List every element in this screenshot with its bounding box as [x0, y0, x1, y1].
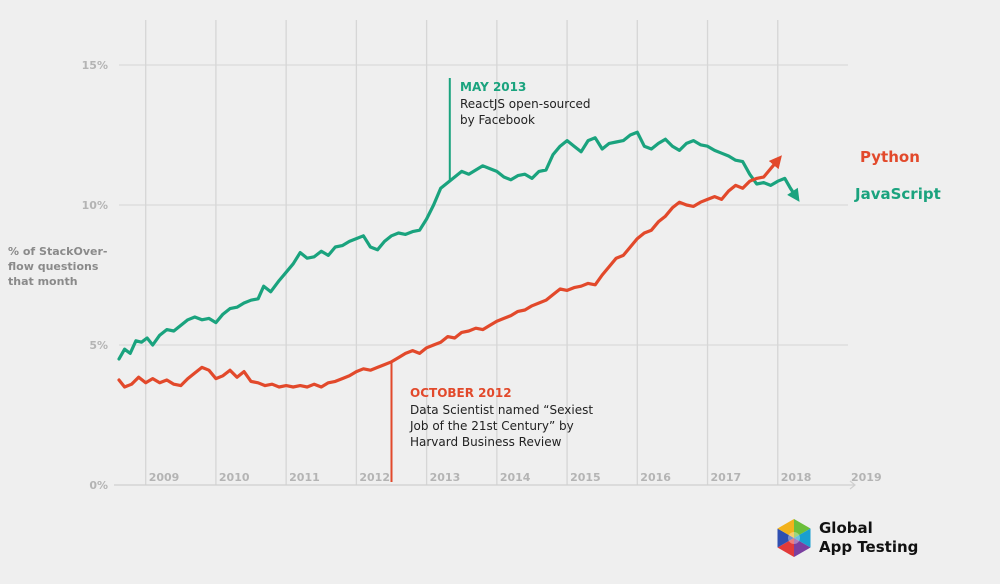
x-tick-label: 2019 [851, 471, 882, 484]
annotation-may2013-line-2: by Facebook [460, 113, 535, 127]
x-tick-label: 2018 [781, 471, 812, 484]
grid-layer [114, 20, 856, 490]
y-axis-label-line-1: % of StackOver- [8, 245, 107, 258]
logo-mark-icon [777, 519, 811, 557]
global-app-testing-logo: Global App Testing [777, 519, 918, 557]
annotation-oct2012-line-1: Data Scientist named “Sexiest [410, 403, 593, 417]
series-label-javascript: JavaScript [854, 185, 941, 203]
y-axis-label-line-3: that month [8, 275, 78, 288]
logo-text-line-2: App Testing [819, 538, 918, 556]
x-tick-label: 2013 [430, 471, 461, 484]
annotation-may2013-line-1: ReactJS open-sourced [460, 97, 591, 111]
logo-text-line-1: Global [819, 519, 873, 537]
x-axis-arrow [849, 480, 856, 490]
series-line-python [117, 155, 782, 389]
x-tick-label: 2012 [359, 471, 390, 484]
y-tick-label: 15% [82, 59, 108, 72]
x-tick-label: 2010 [219, 471, 250, 484]
y-tick-label: 0% [89, 479, 108, 492]
x-tick-label: 2011 [289, 471, 320, 484]
annotation-may2013-title: MAY 2013 [460, 80, 526, 94]
annotation-oct2012-line-2: Job of the 21st Century” by [409, 419, 574, 433]
axis-layer: % of StackOver- flow questions that mont… [8, 59, 882, 492]
y-axis-label-line-2: flow questions [8, 260, 99, 273]
x-tick-label: 2009 [149, 471, 180, 484]
series-layer [117, 130, 800, 389]
series-label-python: Python [860, 148, 920, 166]
x-tick-label: 2015 [570, 471, 601, 484]
annotation-layer: MAY 2013 ReactJS open-sourced by Faceboo… [390, 78, 593, 482]
y-tick-label: 5% [89, 339, 108, 352]
x-tick-label: 2017 [711, 471, 742, 484]
y-tick-label: 10% [82, 199, 108, 212]
annotation-oct2012-title: OCTOBER 2012 [410, 386, 512, 400]
x-tick-label: 2014 [500, 471, 531, 484]
annotation-oct2012-line-3: Harvard Business Review [410, 435, 562, 449]
x-tick-label: 2016 [640, 471, 671, 484]
series-labels: Python JavaScript [854, 148, 941, 203]
series-line-javascript [117, 130, 800, 361]
